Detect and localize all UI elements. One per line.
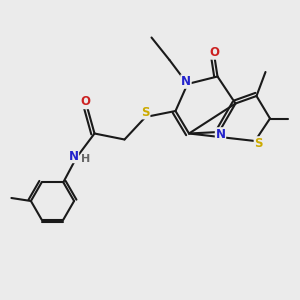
Text: S: S [141,106,150,119]
Text: O: O [80,95,91,109]
Text: S: S [254,137,263,150]
Text: O: O [209,46,220,59]
Text: N: N [68,149,79,163]
Text: N: N [215,128,226,141]
Text: H: H [82,154,91,164]
Text: N: N [181,75,191,88]
